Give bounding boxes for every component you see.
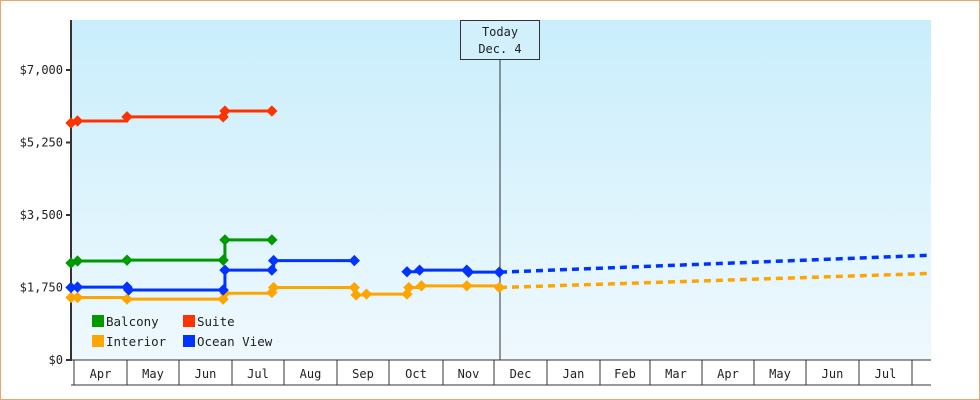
x-tick-label: Sep	[352, 367, 374, 381]
data-point-marker-icon[interactable]	[217, 284, 229, 296]
today-label: Today	[481, 25, 519, 39]
interior-series	[65, 271, 932, 305]
data-point-marker-icon[interactable]	[219, 264, 231, 276]
data-point-marker-icon[interactable]	[462, 266, 475, 278]
data-point-marker-icon[interactable]	[266, 264, 278, 276]
y-tick-label: $5,250	[20, 136, 63, 150]
x-tick-label: Jan	[563, 367, 585, 381]
data-point-marker-icon[interactable]	[350, 289, 362, 301]
ocean-view-swatch-icon	[183, 335, 195, 347]
y-tick-label: $0	[49, 353, 63, 367]
legend-label: Interior	[106, 333, 167, 349]
x-tick-label: Apr	[717, 367, 739, 381]
data-point-marker-icon[interactable]	[415, 280, 428, 292]
data-point-marker-icon[interactable]	[493, 281, 505, 294]
x-tick-label: Nov	[458, 367, 480, 381]
data-point-marker-icon[interactable]	[403, 281, 415, 294]
interior-swatch-icon	[92, 335, 104, 347]
legend-item-balcony[interactable]: Balcony	[92, 314, 183, 329]
data-point-marker-icon[interactable]	[348, 254, 360, 267]
data-point-marker-icon[interactable]	[217, 254, 229, 266]
data-point-marker-icon[interactable]	[267, 281, 280, 294]
suite-swatch-icon	[183, 315, 195, 327]
data-point-marker-icon[interactable]	[266, 234, 278, 246]
legend-label: Balcony	[106, 313, 159, 329]
legend-label: Ocean View	[197, 333, 273, 349]
x-tick-label: Mar	[665, 367, 687, 381]
data-point-marker-icon[interactable]	[219, 234, 231, 246]
x-tick-label: May	[142, 367, 164, 381]
legend-item-ocean-view[interactable]: Ocean View	[183, 334, 274, 349]
x-tick-label: Dec	[510, 367, 532, 381]
y-tick-label: $1,750	[20, 281, 63, 295]
data-point-marker-icon[interactable]	[267, 254, 280, 267]
x-tick-label: Jun	[822, 367, 844, 381]
data-point-marker-icon[interactable]	[413, 264, 426, 276]
data-point-marker-icon[interactable]	[360, 288, 373, 300]
x-tick-label: Feb	[614, 367, 636, 381]
x-axis: Apr May Jun Jul Aug Sep Oct Nov Dec Jan Feb Mar Apr M…	[71, 359, 931, 386]
x-tick-label: Aug	[300, 367, 322, 381]
data-point-marker-icon[interactable]	[348, 281, 360, 294]
balcony-swatch-icon	[92, 315, 104, 327]
legend: Balcony Suite Interior Ocean View	[92, 311, 274, 351]
x-tick-label: Oct	[405, 367, 427, 381]
x-tick-label: Apr	[90, 367, 112, 381]
data-point-marker-icon[interactable]	[123, 284, 135, 296]
y-tick-label: $3,500	[20, 208, 63, 222]
x-tick-label: Jun	[195, 367, 217, 381]
x-tick-label: Jul	[875, 367, 897, 381]
data-point-marker-icon[interactable]	[401, 266, 413, 278]
data-point-marker-icon[interactable]	[493, 266, 505, 278]
legend-item-suite[interactable]: Suite	[183, 314, 274, 329]
x-tick-label: May	[769, 367, 791, 381]
today-date: Dec. 4	[478, 42, 522, 56]
y-axis: $0 $1,750 $3,500 $5,250 $7,000	[20, 20, 72, 367]
data-point-marker-icon[interactable]	[461, 280, 473, 292]
legend-item-interior[interactable]: Interior	[92, 334, 183, 349]
y-tick-label: $7,000	[20, 63, 63, 77]
plot-area	[71, 20, 931, 360]
legend-label: Suite	[197, 313, 235, 329]
x-tick-label: Jul	[247, 367, 269, 381]
today-annotation: Today Dec. 4	[460, 20, 540, 60]
